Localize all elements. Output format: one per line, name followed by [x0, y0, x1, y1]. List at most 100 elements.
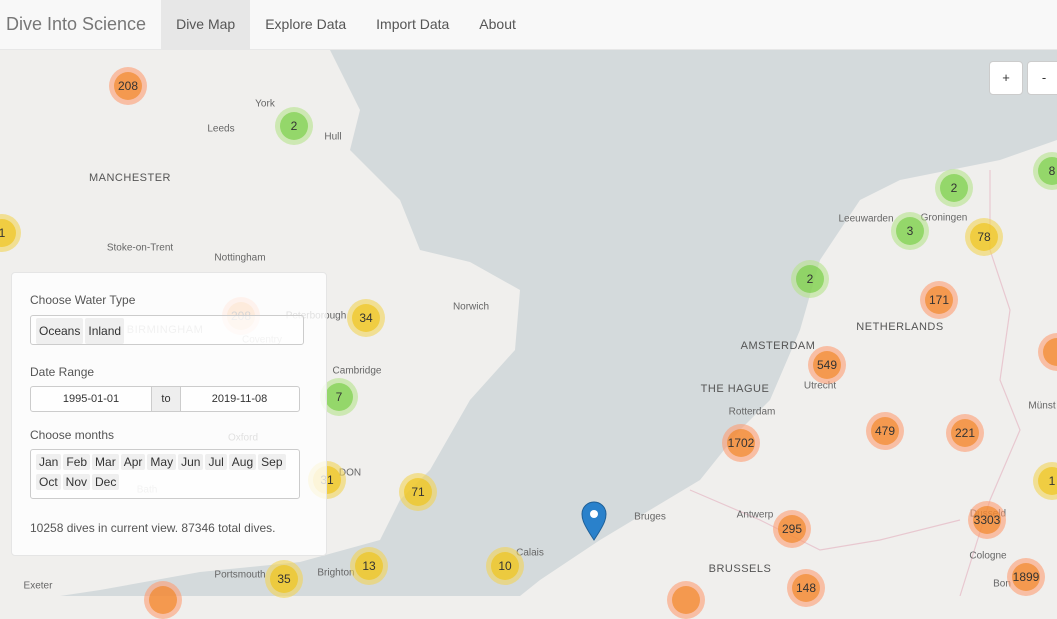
- label: Choose Water Type: [30, 293, 136, 307]
- map-label: Antwerp: [736, 509, 774, 521]
- month-tag[interactable]: Sep: [258, 454, 286, 470]
- label: Choose months: [30, 428, 115, 442]
- map-label: NETHERLANDS: [856, 321, 944, 333]
- date-range: 1995-01-01 to 2019-11-08: [30, 386, 300, 412]
- cluster[interactable]: [144, 581, 182, 619]
- month-tag[interactable]: Dec: [92, 474, 120, 490]
- nav-item[interactable]: Explore Data: [265, 16, 347, 32]
- map-label: Leeuwarden: [838, 213, 894, 225]
- brand[interactable]: Dive Into Science: [6, 14, 147, 34]
- cluster-count: 71: [404, 478, 432, 506]
- cluster[interactable]: 34: [347, 299, 385, 337]
- nav-item[interactable]: Dive Map: [161, 0, 251, 49]
- cluster-count: 1: [0, 219, 16, 247]
- cluster-count: 1702: [727, 429, 755, 457]
- month-tag[interactable]: Apr: [120, 454, 146, 470]
- cluster[interactable]: 3: [891, 212, 929, 250]
- map-label: York: [255, 98, 275, 110]
- month-tag[interactable]: May: [147, 454, 177, 470]
- date-to[interactable]: 2019-11-08: [211, 393, 268, 405]
- date-separator: to: [151, 387, 181, 411]
- cluster[interactable]: 2: [275, 107, 313, 145]
- cluster[interactable]: 148: [787, 569, 825, 607]
- map-label: Leeds: [207, 123, 235, 135]
- cluster-count: 479: [871, 417, 899, 445]
- month-tag[interactable]: Feb: [63, 454, 91, 470]
- marker[interactable]: [581, 501, 607, 541]
- zoom-out[interactable]: -: [1027, 61, 1057, 95]
- cluster[interactable]: 10: [486, 547, 524, 585]
- navbar: Dive Into Science Dive Map Explore Data Im…: [0, 0, 1057, 50]
- months-select[interactable]: Jan Feb Mar Apr May Jun Jul Aug Sep Oct Nov Dec: [30, 449, 300, 499]
- water-type-select[interactable]: Oceans Inland: [30, 315, 304, 345]
- cluster-count: 208: [114, 72, 142, 100]
- nav-item[interactable]: About: [479, 16, 516, 32]
- cluster[interactable]: 208: [109, 67, 147, 105]
- zoom-in[interactable]: +: [989, 61, 1023, 95]
- cluster-count: 8: [1038, 157, 1057, 185]
- map-label: THE HAGUE: [700, 383, 770, 395]
- cluster-count: 35: [270, 565, 298, 593]
- map-label: Exeter: [23, 580, 53, 592]
- cluster[interactable]: 1: [1033, 462, 1057, 500]
- cluster-count: 1899: [1012, 563, 1040, 591]
- map-label: Groningen: [920, 212, 968, 224]
- cluster[interactable]: 479: [866, 412, 904, 450]
- cluster-count: 10: [491, 552, 519, 580]
- cluster[interactable]: 1: [0, 214, 21, 252]
- map-label: Hull: [324, 131, 342, 143]
- cluster-count: 78: [970, 223, 998, 251]
- cluster[interactable]: 1702: [722, 424, 760, 462]
- cluster[interactable]: 78: [965, 218, 1003, 256]
- label: Date Range: [30, 365, 95, 379]
- tag[interactable]: Inland: [85, 318, 125, 344]
- map-label: Utrecht: [803, 380, 837, 392]
- cluster-count: 1: [1038, 467, 1057, 495]
- cluster[interactable]: 2: [791, 260, 829, 298]
- date-from[interactable]: 1995-01-01: [62, 393, 120, 405]
- month-tag[interactable]: Jul: [205, 454, 227, 470]
- cluster[interactable]: 13: [350, 547, 388, 585]
- cluster[interactable]: 549: [808, 346, 846, 384]
- cluster[interactable]: 221: [946, 414, 984, 452]
- map-label: Brighton: [317, 567, 355, 579]
- month-tag[interactable]: Mar: [92, 454, 119, 470]
- map-label: Rotterdam: [728, 406, 776, 418]
- cluster-count: 2: [940, 174, 968, 202]
- cluster[interactable]: 171: [920, 281, 958, 319]
- border: [689, 489, 961, 551]
- map-label: Norwich: [452, 301, 490, 313]
- map-label: Portsmouth: [214, 569, 266, 581]
- status: 10258 dives in current view. 87346 total…: [30, 521, 276, 535]
- filter-panel: Choose Water Type Oceans Inland Date Rang…: [11, 272, 327, 556]
- cluster[interactable]: [667, 581, 705, 619]
- map-label: Calais: [516, 547, 544, 559]
- cluster-count: 7: [325, 383, 353, 411]
- month-tag[interactable]: Oct: [36, 474, 61, 490]
- month-tag[interactable]: Nov: [62, 474, 91, 490]
- map-label: Cologne: [969, 550, 1007, 562]
- map-label: MANCHESTER: [88, 172, 172, 184]
- cluster-count: 221: [951, 419, 979, 447]
- cluster[interactable]: 1899: [1007, 558, 1045, 596]
- cluster-count: 549: [813, 351, 841, 379]
- cluster[interactable]: 295: [773, 510, 811, 548]
- cluster[interactable]: [1038, 333, 1057, 371]
- month-tag[interactable]: Aug: [228, 454, 257, 470]
- cluster-count: 2: [280, 112, 308, 140]
- cluster[interactable]: 8: [1033, 152, 1057, 190]
- cluster-count: 295: [778, 515, 806, 543]
- tag[interactable]: Oceans: [36, 318, 84, 344]
- cluster[interactable]: 2: [935, 169, 973, 207]
- month-tag[interactable]: Jun: [178, 454, 204, 470]
- nav-item[interactable]: Import Data: [376, 16, 450, 32]
- month-tag[interactable]: Jan: [36, 454, 62, 470]
- cluster-count: 34: [352, 304, 380, 332]
- cluster-count: 171: [925, 286, 953, 314]
- cluster[interactable]: 3303: [968, 501, 1006, 539]
- cluster[interactable]: 35: [265, 560, 303, 598]
- cluster[interactable]: 71: [399, 473, 437, 511]
- map-label: Bon: [993, 578, 1011, 590]
- sea: [60, 50, 1057, 596]
